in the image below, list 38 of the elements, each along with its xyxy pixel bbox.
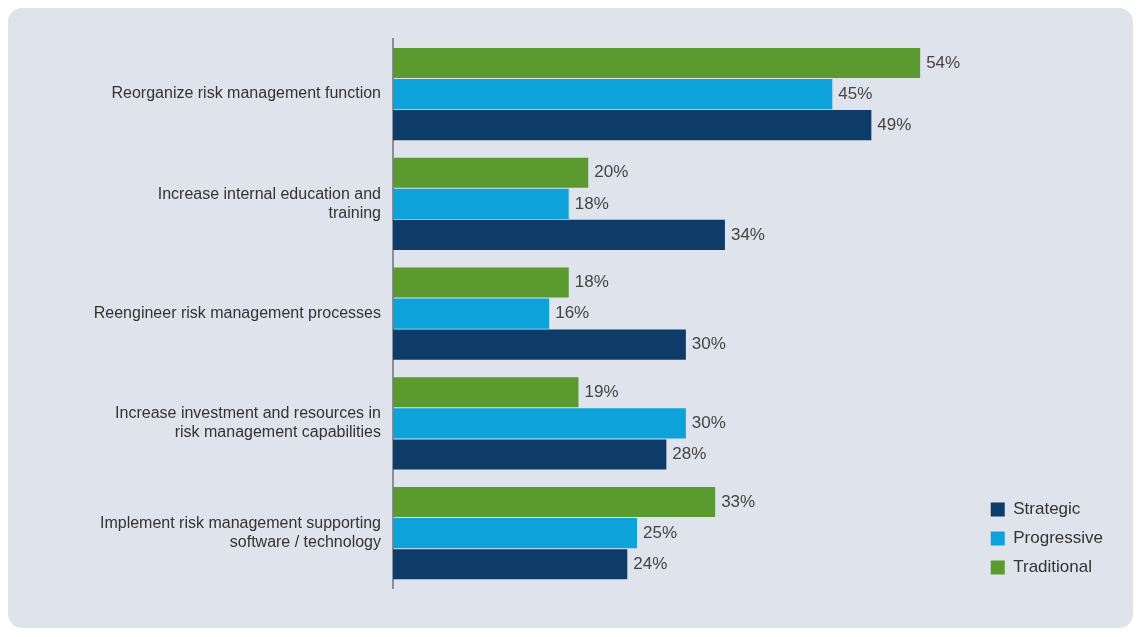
- data-label: 18%: [574, 193, 609, 213]
- bar: [393, 157, 589, 188]
- data-label: 28%: [672, 444, 707, 464]
- data-label: 34%: [730, 224, 765, 244]
- bar: [393, 79, 833, 110]
- data-label: 45%: [838, 83, 873, 103]
- bar: [393, 47, 921, 79]
- bar: [393, 219, 725, 251]
- data-label: 19%: [584, 381, 619, 401]
- bar: [393, 439, 667, 470]
- y-tick-label: Reorganize risk management function: [111, 84, 381, 102]
- data-label: 30%: [691, 334, 726, 354]
- legend-label: Traditional: [1013, 557, 1092, 577]
- y-tick-label: Increase investment and resources in risk management capabilities: [115, 404, 381, 441]
- legend-label: Progressive: [1013, 528, 1104, 548]
- data-label: 18%: [574, 272, 609, 292]
- data-label: 49%: [877, 114, 912, 134]
- bar: [393, 329, 686, 360]
- bar: [393, 549, 628, 580]
- data-label: 30%: [691, 413, 726, 433]
- bar: [393, 110, 872, 141]
- data-label: 25%: [643, 522, 678, 542]
- y-tick-label: Implement risk management supporting software / technology: [99, 513, 381, 551]
- data-label: 24%: [633, 553, 668, 573]
- y-tick-label: Reengineer risk management processes: [93, 304, 381, 322]
- bar: [393, 298, 550, 329]
- legend-label: Strategic: [1013, 499, 1081, 519]
- data-label: 16%: [555, 303, 590, 323]
- bar: [393, 486, 716, 518]
- data-label: 54%: [926, 52, 961, 72]
- bar: [393, 377, 579, 408]
- data-label: 20%: [594, 162, 629, 182]
- y-tick-label: Increase internal education and training: [157, 184, 381, 221]
- bar: [393, 267, 569, 298]
- bar: [393, 188, 569, 219]
- data-label: 33%: [721, 491, 756, 511]
- bar: [393, 408, 686, 439]
- bar: [393, 518, 638, 549]
